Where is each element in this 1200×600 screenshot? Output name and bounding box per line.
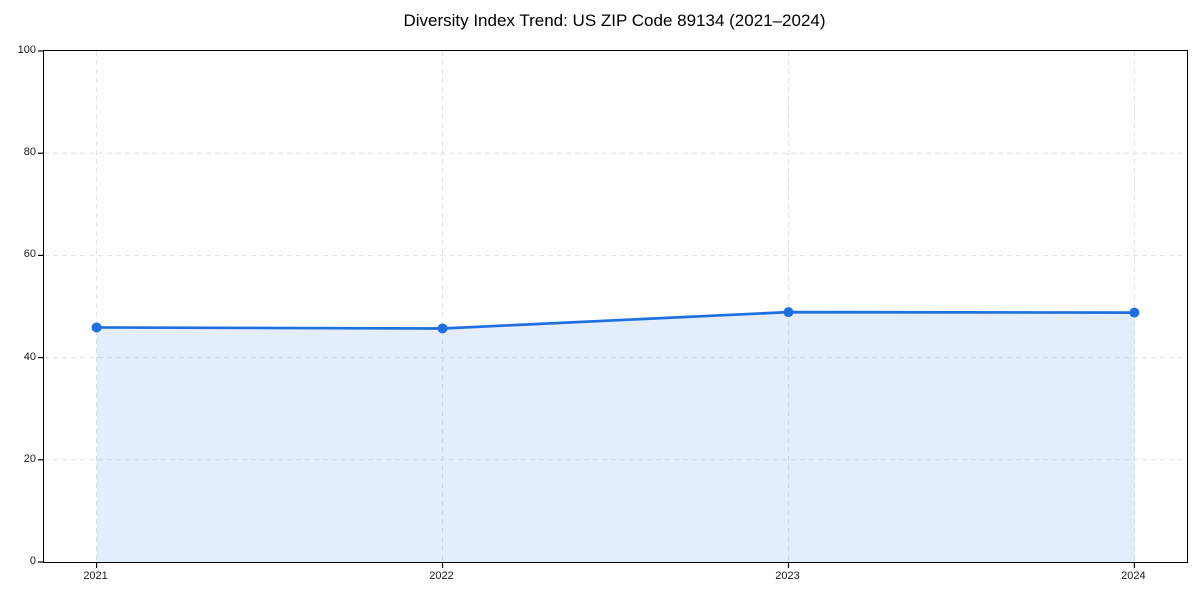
data-point-marker [437, 323, 448, 334]
data-point-marker [1129, 307, 1140, 318]
line-area-plot [38, 50, 1187, 568]
x-tick-label: 2021 [83, 570, 108, 582]
data-point-marker [783, 307, 794, 318]
chart-title: Diversity Index Trend: US ZIP Code 89134… [403, 11, 826, 30]
series-area-fill [96, 312, 1135, 562]
y-tick-label: 60 [23, 248, 36, 261]
x-tick-label: 2022 [429, 570, 454, 582]
y-tick-label: 20 [23, 452, 36, 465]
x-tick-label: 2023 [775, 570, 800, 582]
y-tick-label: 40 [23, 350, 36, 363]
y-tick-label: 100 [17, 44, 36, 56]
series-line [95, 310, 1136, 330]
data-point-marker [91, 322, 102, 333]
y-tick-label: 0 [29, 555, 36, 567]
x-tick-label: 2024 [1121, 570, 1146, 582]
plot-area [38, 50, 1188, 568]
y-tick-label: 80 [23, 146, 36, 159]
